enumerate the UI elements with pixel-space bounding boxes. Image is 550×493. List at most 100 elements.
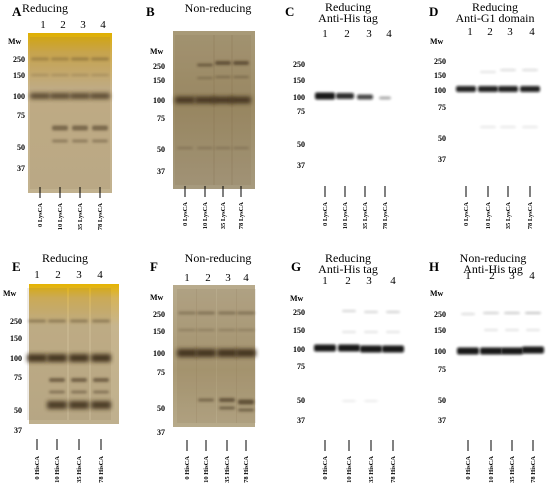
panel-title: Reducing bbox=[325, 0, 371, 14]
lane-number: 1 bbox=[465, 270, 471, 282]
sample-label: 10 LysCA bbox=[342, 202, 349, 230]
blot-membrane bbox=[453, 43, 545, 178]
protein-band bbox=[196, 349, 216, 357]
protein-band bbox=[480, 126, 496, 128]
protein-band bbox=[51, 74, 69, 76]
mw-marker-label: 250 bbox=[434, 57, 446, 66]
protein-band bbox=[50, 93, 70, 99]
protein-band bbox=[48, 319, 66, 323]
protein-band bbox=[69, 354, 89, 362]
mw-marker-label: 37 bbox=[14, 426, 22, 435]
protein-band bbox=[237, 329, 255, 331]
mw-marker-label: 50 bbox=[157, 404, 165, 413]
mw-header: Mw bbox=[8, 37, 22, 46]
sample-label: 0 LysCA bbox=[322, 202, 329, 226]
protein-band bbox=[461, 313, 475, 315]
protein-band bbox=[336, 93, 354, 99]
protein-band bbox=[522, 346, 544, 354]
mw-marker-label: 150 bbox=[434, 326, 446, 335]
protein-band bbox=[456, 86, 476, 92]
protein-band bbox=[386, 331, 400, 333]
panel-title: Non-reducing bbox=[185, 251, 252, 265]
lane-number: 4 bbox=[390, 275, 396, 287]
sample-label: 78 HisCA bbox=[530, 456, 537, 483]
protein-band bbox=[505, 329, 519, 331]
mw-header: Mw bbox=[430, 37, 444, 46]
sample-label: 10 HisCA bbox=[203, 456, 210, 483]
protein-band bbox=[213, 96, 233, 104]
mw-marker-label: 100 bbox=[153, 349, 165, 358]
protein-band bbox=[233, 61, 249, 65]
protein-band bbox=[70, 93, 90, 99]
sample-label: 0 LysCA bbox=[463, 202, 470, 226]
protein-band bbox=[71, 57, 89, 61]
blot-membrane bbox=[456, 286, 548, 432]
lane-number: 1 bbox=[322, 28, 328, 40]
lane-number: 3 bbox=[366, 275, 372, 287]
protein-band bbox=[197, 77, 213, 79]
protein-band bbox=[526, 329, 540, 331]
protein-band bbox=[52, 139, 68, 143]
panel-letter: F bbox=[150, 259, 158, 274]
lane-number: 4 bbox=[386, 28, 392, 40]
mw-marker-label: 50 bbox=[438, 396, 446, 405]
protein-band bbox=[91, 354, 111, 362]
panel-title: Anti-His tag bbox=[318, 262, 378, 276]
sample-label: 35 HisCA bbox=[76, 456, 83, 483]
lane-number: 4 bbox=[97, 269, 103, 281]
protein-band bbox=[195, 96, 215, 104]
mw-marker-label: 37 bbox=[157, 428, 165, 437]
protein-band bbox=[364, 311, 378, 313]
protein-band bbox=[500, 69, 516, 71]
sample-label: 35 LysCA bbox=[77, 203, 84, 231]
protein-band bbox=[70, 319, 88, 323]
protein-band bbox=[231, 96, 251, 104]
panel-title: Anti-G1 domain bbox=[456, 11, 535, 25]
panel-title: Anti-His tag bbox=[318, 11, 378, 25]
protein-band bbox=[215, 61, 231, 65]
protein-band bbox=[504, 312, 520, 314]
panel-b: B Non-reducing Mw 250 150 100 75 50 37 0 LysCA 10 … bbox=[146, 1, 255, 229]
protein-band bbox=[498, 86, 518, 92]
protein-band bbox=[93, 378, 109, 382]
sample-label: 35 LysCA bbox=[220, 202, 227, 230]
protein-band bbox=[197, 147, 213, 149]
gel-lane bbox=[231, 35, 251, 185]
mw-marker-label: 250 bbox=[293, 308, 305, 317]
sample-label: 10 LysCA bbox=[202, 202, 209, 230]
protein-band bbox=[72, 125, 88, 131]
lane-number: 2 bbox=[489, 270, 495, 282]
protein-band bbox=[52, 125, 68, 131]
panel-letter: B bbox=[146, 4, 155, 19]
panel-title: Anti-His tag bbox=[463, 262, 523, 276]
protein-band bbox=[71, 378, 87, 382]
protein-band bbox=[522, 69, 538, 71]
protein-band bbox=[93, 390, 109, 394]
panel-title: Reducing bbox=[22, 1, 68, 15]
lane-number: 1 bbox=[34, 269, 40, 281]
protein-band bbox=[27, 354, 47, 362]
protein-band bbox=[215, 147, 231, 149]
lane-number: 2 bbox=[205, 272, 211, 284]
protein-band bbox=[217, 349, 237, 357]
mw-marker-label: 37 bbox=[157, 167, 165, 176]
protein-band bbox=[237, 311, 255, 315]
protein-band bbox=[457, 347, 479, 355]
protein-band bbox=[357, 94, 373, 100]
protein-band bbox=[342, 310, 356, 312]
protein-band bbox=[30, 93, 50, 99]
protein-band bbox=[342, 331, 356, 333]
lane-number: 2 bbox=[345, 275, 351, 287]
mw-marker-label: 100 bbox=[293, 345, 305, 354]
lane-number: 3 bbox=[507, 26, 513, 38]
mw-marker-label: 150 bbox=[153, 327, 165, 336]
protein-band bbox=[198, 398, 214, 402]
mw-marker-label: 75 bbox=[297, 362, 305, 371]
mw-marker-label: 75 bbox=[157, 114, 165, 123]
protein-band bbox=[364, 331, 378, 333]
sample-label: 10 HisCA bbox=[488, 456, 495, 483]
mw-header: Mw bbox=[290, 294, 304, 303]
lane-number: 4 bbox=[100, 19, 106, 31]
sample-label: 0 LysCA bbox=[37, 203, 44, 227]
